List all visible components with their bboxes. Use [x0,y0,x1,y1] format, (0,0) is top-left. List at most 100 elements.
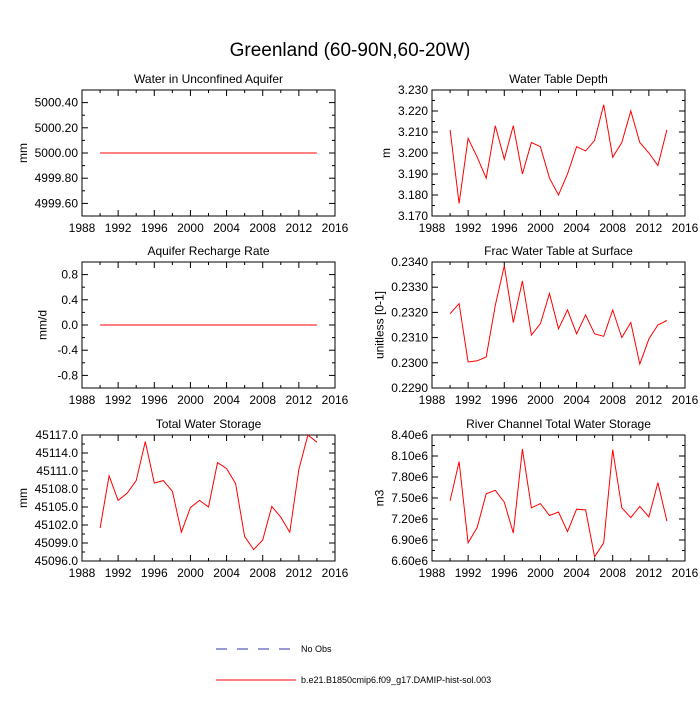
y-axis-label: m [379,148,393,158]
panel-6: River Channel Total Water Storage 1988 199… [373,417,699,580]
panel-5: Total Water Storage 1988 1992 1996 2000 2004 2… [16,417,348,580]
y-tick-label: 3.170 [398,209,428,223]
y-tick-label: 5000.40 [35,96,79,110]
y-tick-label: 45117.0 [36,428,79,442]
y-tick-label: 45096.0 [35,554,79,568]
y-tick-label: 8.10e6 [391,449,428,463]
legend-no-obs-label: No Obs [301,644,332,654]
x-tick-label: 2000 [177,221,204,235]
x-tick-label: 2004 [213,393,240,407]
x-tick-label: 1996 [491,566,518,580]
y-tick-label: 0.8 [61,268,78,282]
x-tick-label: 1996 [141,393,168,407]
y-tick-label: 5000.00 [35,146,79,160]
y-axis-label: mm/d [35,310,49,340]
x-tick-label: 1988 [419,566,446,580]
x-tick-label: 2008 [249,221,276,235]
y-tick-label: 45108.0 [35,482,79,496]
y-tick-label: 8.40e6 [391,428,428,442]
plot-frame [81,434,336,562]
x-tick-label: 1992 [455,393,482,407]
y-tick-label: 0.2310 [391,331,428,345]
x-tick-label: 2008 [599,221,626,235]
x-tick-label: 1988 [419,221,446,235]
x-tick-label: 2008 [249,393,276,407]
panel-title: Water in Unconfined Aquifer [134,72,283,86]
x-tick-label: 1992 [105,393,132,407]
y-tick-label: 7.20e6 [391,512,428,526]
y-tick-label: 3.220 [398,104,428,118]
x-tick-label: 2004 [563,393,590,407]
plot-frame [431,434,686,562]
x-tick-label: 2004 [213,566,240,580]
x-tick-label: 2004 [563,221,590,235]
y-tick-label: 5000.20 [35,121,79,135]
y-tick-label: 3.210 [398,125,428,139]
y-tick-label: 45114.0 [36,446,79,460]
y-tick-label: 0.2340 [391,255,428,269]
x-tick-label: 1988 [69,393,96,407]
y-axis-label: mm [16,143,30,163]
x-tick-label: 1996 [141,566,168,580]
y-tick-label: 7.80e6 [391,470,428,484]
x-tick-label: 1992 [455,221,482,235]
y-tick-label: 7.50e6 [391,491,428,505]
x-tick-label: 2008 [599,393,626,407]
y-tick-label: 3.230 [398,83,428,97]
x-tick-label: 2000 [527,566,554,580]
x-tick-label: 1996 [491,221,518,235]
series-line [449,104,668,204]
y-tick-label: 0.2300 [391,356,428,370]
panel-title: Water Table Depth [509,72,608,86]
legend-model-label: b.e21.B1850cmip6.f09_g17.DAMIP-hist-sol.… [301,675,491,685]
x-tick-label: 2016 [322,221,349,235]
x-tick-label: 2000 [527,221,554,235]
panel-title: Aquifer Recharge Rate [147,244,269,258]
panel-title: River Channel Total Water Storage [466,417,651,431]
legend: No Obs b.e21.B1850cmip6.f09_g17.DAMIP-hi… [216,644,491,685]
x-tick-label: 2012 [286,393,313,407]
x-tick-label: 2000 [177,566,204,580]
y-axis-label: unitless [0-1] [373,291,387,359]
x-tick-label: 2016 [672,566,699,580]
x-tick-label: 1992 [105,566,132,580]
x-tick-label: 1992 [105,221,132,235]
y-tick-label: 0.0 [61,318,78,332]
y-tick-label: 4999.60 [35,196,79,210]
series-line [449,448,668,559]
y-tick-label: 6.60e6 [391,554,428,568]
y-axis-label: mm [16,488,30,508]
y-tick-label: 4999.80 [35,171,79,185]
x-tick-label: 2012 [286,566,313,580]
y-tick-label: 45105.0 [35,500,79,514]
panel-title: Total Water Storage [156,417,262,431]
panel-title: Frac Water Table at Surface [484,244,633,258]
y-tick-label: 0.2290 [391,381,428,395]
x-tick-label: 2004 [563,566,590,580]
x-tick-label: 2004 [213,221,240,235]
figure-title: Greenland (60-90N,60-20W) [230,40,471,61]
x-tick-label: 1988 [69,566,96,580]
y-tick-label: 0.2330 [391,280,428,294]
panel-1: Water in Unconfined Aquifer 1988 1992 1996 2… [16,72,348,235]
y-tick-label: -0.8 [57,368,78,382]
y-tick-label: 45111.0 [36,464,78,478]
y-tick-label: 45102.0 [35,518,79,532]
x-tick-label: 2012 [286,221,313,235]
x-tick-label: 2016 [672,221,699,235]
y-tick-label: 45099.0 [35,536,79,550]
y-tick-label: 6.90e6 [391,533,428,547]
y-tick-label: 0.4 [61,293,78,307]
x-tick-label: 2016 [322,566,349,580]
x-tick-label: 2012 [636,221,663,235]
x-tick-label: 1996 [141,221,168,235]
y-axis-label: m3 [373,489,387,506]
y-tick-label: -0.4 [57,343,78,357]
x-tick-label: 1992 [455,566,482,580]
x-tick-label: 1988 [419,393,446,407]
x-tick-label: 2012 [636,566,663,580]
x-tick-label: 2008 [249,566,276,580]
panel-4: Frac Water Table at Surface 1988 1992 1996 2… [373,244,699,407]
